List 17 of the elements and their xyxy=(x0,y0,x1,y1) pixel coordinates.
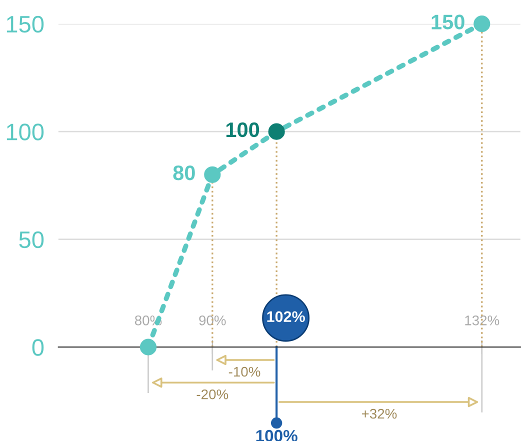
point xyxy=(474,16,490,32)
text: +32% xyxy=(362,408,397,419)
x-tick-label: 132% xyxy=(465,315,500,326)
text: -10% xyxy=(228,366,260,377)
data-label: 150 xyxy=(432,14,464,30)
y-tick-label: 100 xyxy=(6,124,44,140)
y-tick-label: 50 xyxy=(19,231,44,248)
x-tick-label: 90% xyxy=(199,315,226,326)
point xyxy=(204,166,221,183)
data-label: 80 xyxy=(173,166,195,180)
point xyxy=(140,338,157,356)
y-tick-label: 0 xyxy=(32,339,44,356)
point xyxy=(268,123,285,140)
data-label: 100 xyxy=(226,122,260,138)
y-tick-label: 150 xyxy=(6,16,44,33)
annotation: 102% xyxy=(267,311,305,322)
text: -20% xyxy=(196,389,228,400)
